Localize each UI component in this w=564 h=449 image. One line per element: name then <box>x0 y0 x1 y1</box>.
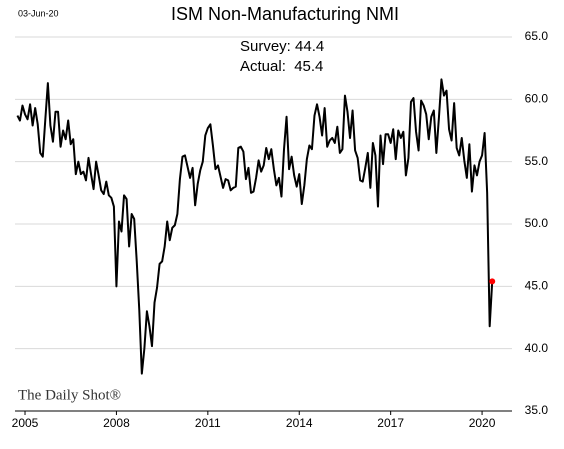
last-point <box>489 278 496 285</box>
y-tick-label: 55.0 <box>525 154 549 168</box>
y-tick-label: 40.0 <box>525 341 549 355</box>
annotation: Actual: 45.4 <box>240 58 323 75</box>
y-tick-label: 35.0 <box>525 403 549 417</box>
y-tick-label: 50.0 <box>525 216 549 230</box>
line-series <box>16 78 494 375</box>
x-tick-label: 2017 <box>377 416 404 430</box>
y-tick-label: 60.0 <box>525 92 549 106</box>
x-tick-label: 2008 <box>103 416 130 430</box>
x-tick-label: 2005 <box>12 416 39 430</box>
source: The Daily Shot® <box>18 387 121 403</box>
x-tick-label: 2011 <box>195 416 221 430</box>
chart-date: 03-Jun-20 <box>18 8 59 18</box>
x-tick-label: 2020 <box>469 416 496 430</box>
y-tick-label: 45.0 <box>525 279 549 293</box>
chart-title: ISM Non-Manufacturing NMI <box>171 4 399 24</box>
y-tick-label: 65.0 <box>525 29 549 43</box>
x-tick-label: 2014 <box>286 416 313 430</box>
annotation: Survey: 44.4 <box>240 38 324 55</box>
